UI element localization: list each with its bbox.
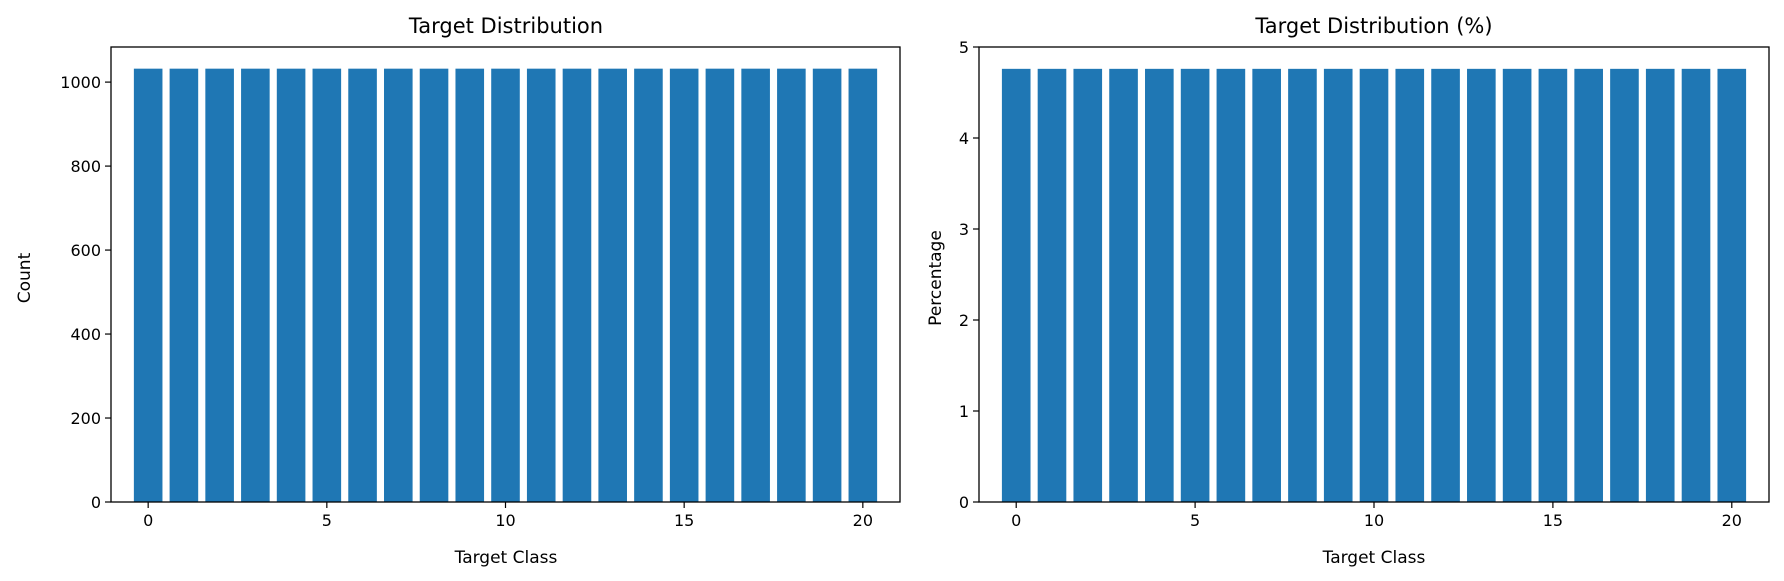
right-ytick-label: 4 — [959, 129, 969, 148]
left-bar-9 — [455, 68, 485, 503]
left-bar-16 — [705, 68, 735, 503]
left-ytick-label: 400 — [70, 325, 101, 344]
left-bar-5 — [312, 68, 342, 503]
right-xtick-label: 10 — [1364, 511, 1384, 530]
right-bar-6 — [1216, 68, 1246, 502]
left-chart-xlabel: Target Class — [454, 548, 558, 568]
left-bar-11 — [526, 68, 556, 503]
left-bar-2 — [205, 68, 234, 503]
right-xtick-label: 0 — [1011, 511, 1021, 530]
right-ytick-label: 1 — [959, 402, 969, 421]
right-bar-7 — [1252, 68, 1281, 502]
right-bar-18 — [1645, 68, 1675, 502]
right-bar-9 — [1323, 68, 1353, 502]
left-xtick-label: 20 — [853, 511, 873, 530]
right-bar-20 — [1717, 68, 1747, 502]
right-ytick-label: 2 — [959, 311, 969, 330]
left-bar-14 — [634, 68, 663, 503]
left-xtick-label: 5 — [322, 511, 332, 530]
left-xtick-label: 10 — [495, 511, 515, 530]
right-bar-1 — [1037, 68, 1067, 502]
left-bar-1 — [169, 68, 199, 503]
right-chart-ylabel: Percentage — [926, 230, 946, 326]
right-bar-4 — [1145, 68, 1174, 502]
left-bar-13 — [598, 68, 627, 503]
left-bar-7 — [384, 68, 413, 503]
right-bar-16 — [1574, 68, 1603, 502]
left-ytick-label: 800 — [70, 157, 101, 176]
right-bar-10 — [1359, 68, 1389, 502]
left-bar-12 — [562, 68, 592, 503]
right-xtick-label: 15 — [1543, 511, 1563, 530]
right-chart-xlabel: Target Class — [1322, 548, 1426, 568]
right-ytick-label: 5 — [959, 38, 969, 57]
left-bar-18 — [777, 68, 806, 503]
left-xtick-label: 0 — [143, 511, 153, 530]
right-chart-title: Target Distribution (%) — [1254, 14, 1492, 38]
right-bar-11 — [1395, 68, 1425, 502]
right-bar-8 — [1288, 68, 1317, 502]
left-ytick-label: 1000 — [60, 73, 101, 92]
right-ytick-label: 0 — [959, 493, 969, 512]
left-ytick-label: 0 — [91, 493, 101, 512]
right-bar-17 — [1610, 68, 1639, 502]
left-bar-17 — [741, 68, 770, 503]
left-bar-8 — [419, 68, 449, 503]
right-bar-15 — [1538, 68, 1568, 502]
right-bar-0 — [1001, 68, 1031, 502]
right-bar-14 — [1502, 68, 1532, 502]
right-chart-plot: 0 5 10 15 20 0 1 2 3 4 5 — [959, 38, 1770, 530]
left-bar-19 — [812, 68, 842, 503]
left-bar-20 — [848, 68, 878, 503]
left-bar-3 — [241, 68, 270, 503]
left-bar-15 — [669, 68, 699, 503]
left-bar-4 — [276, 68, 306, 503]
right-xtick-label: 5 — [1190, 511, 1200, 530]
left-bar-6 — [348, 68, 377, 503]
right-bar-19 — [1681, 68, 1711, 502]
right-bar-3 — [1109, 68, 1138, 502]
left-xtick-label: 15 — [674, 511, 694, 530]
left-chart-ylabel: Count — [15, 252, 35, 303]
right-bar-13 — [1467, 68, 1496, 502]
right-bar-12 — [1431, 68, 1460, 502]
right-ytick-label: 3 — [959, 220, 969, 239]
left-bar-0 — [133, 68, 163, 503]
left-bar-10 — [491, 68, 520, 503]
left-chart: Target Distribution Target Class Count 0… — [15, 14, 901, 568]
left-ytick-label: 200 — [70, 409, 101, 428]
right-bar-5 — [1180, 68, 1210, 502]
left-chart-title: Target Distribution — [408, 14, 603, 38]
right-xtick-label: 20 — [1722, 511, 1742, 530]
left-ytick-label: 600 — [70, 241, 101, 260]
right-bar-2 — [1073, 68, 1103, 502]
right-chart: Target Distribution (%) Target Class Per… — [926, 14, 1770, 568]
